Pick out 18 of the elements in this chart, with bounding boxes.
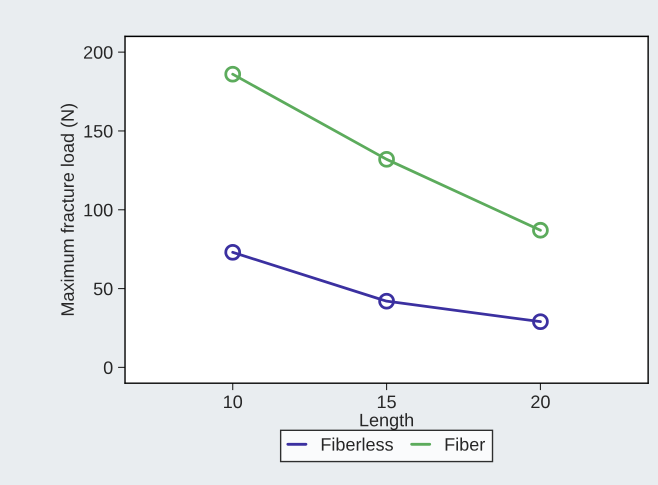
point [532, 313, 549, 330]
point [378, 292, 395, 310]
y-tick-label: 150 [84, 124, 113, 138]
y-tick-label: 0 [104, 361, 113, 374]
legend-label: Fiber [446, 438, 485, 451]
legend-label: Fiberless [322, 438, 393, 451]
x-axis-title: Length [360, 413, 414, 430]
point [224, 244, 242, 261]
x-tick-label: 10 [224, 395, 242, 408]
point [532, 222, 549, 239]
x-tick-label: 20 [531, 395, 550, 408]
y-tick-label: 50 [94, 282, 113, 296]
point [378, 150, 395, 168]
y-axis-title: Maximum fracture load (N) [60, 104, 78, 316]
point [224, 66, 242, 83]
y-tick-label: 200 [84, 46, 113, 59]
y-tick-label: 100 [84, 204, 113, 216]
x-tick-label: 15 [378, 396, 396, 408]
